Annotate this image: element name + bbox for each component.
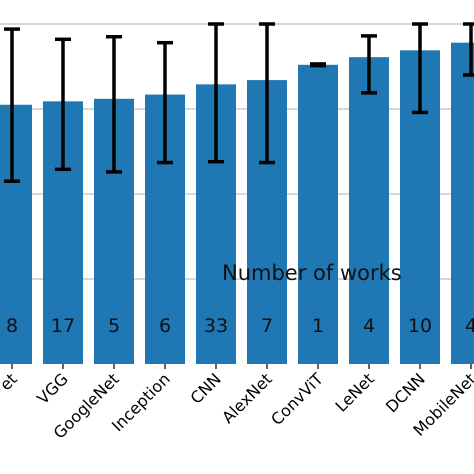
error-bar-Inception (157, 40, 173, 165)
x-tick-label-AlexNet: AlexNet (218, 369, 276, 427)
bar-et (0, 104, 32, 364)
error-bar-ConvViT (310, 62, 326, 68)
count-label-GoogleNet: 5 (108, 315, 120, 337)
error-bar-CNN (208, 22, 224, 164)
annotation-number-of-works: Number of works (222, 261, 402, 285)
error-bar-VGG (55, 37, 71, 172)
count-label-Inception: 6 (159, 315, 171, 337)
x-tick-label-CNN: CNN (187, 369, 225, 407)
count-label-ConvViT: 1 (312, 315, 324, 337)
x-tick-label-ConvViT: ConvViT (267, 369, 327, 429)
count-label-CNN: 33 (204, 315, 228, 337)
count-label-et: 8 (6, 315, 18, 337)
error-bar-et (4, 27, 20, 183)
count-label-MobileNet: 4 (465, 315, 474, 337)
count-label-AlexNet: 7 (261, 315, 273, 337)
error-bar-LeNet (361, 34, 377, 95)
count-label-LeNet: 4 (363, 315, 375, 337)
x-tick-label-et: et (0, 369, 21, 394)
bar-MobileNet (451, 42, 474, 364)
error-bar-GoogleNet (106, 35, 122, 174)
error-bar-AlexNet (259, 22, 275, 165)
count-label-DCNN: 10 (408, 315, 432, 337)
x-tick-label-LeNet: LeNet (331, 369, 377, 415)
error-bar-MobileNet (463, 22, 474, 77)
bar-ConvViT (298, 64, 338, 365)
error-bar-DCNN (412, 22, 428, 115)
error-bars (4, 22, 474, 183)
x-tick-label-DCNN: DCNN (382, 369, 429, 416)
bar-LeNet (349, 57, 389, 365)
x-tick-label-VGG: VGG (33, 369, 72, 408)
count-labels: 8 17 5 6 33 7 1 4 10 4 (6, 315, 474, 337)
count-label-VGG: 17 (51, 315, 75, 337)
